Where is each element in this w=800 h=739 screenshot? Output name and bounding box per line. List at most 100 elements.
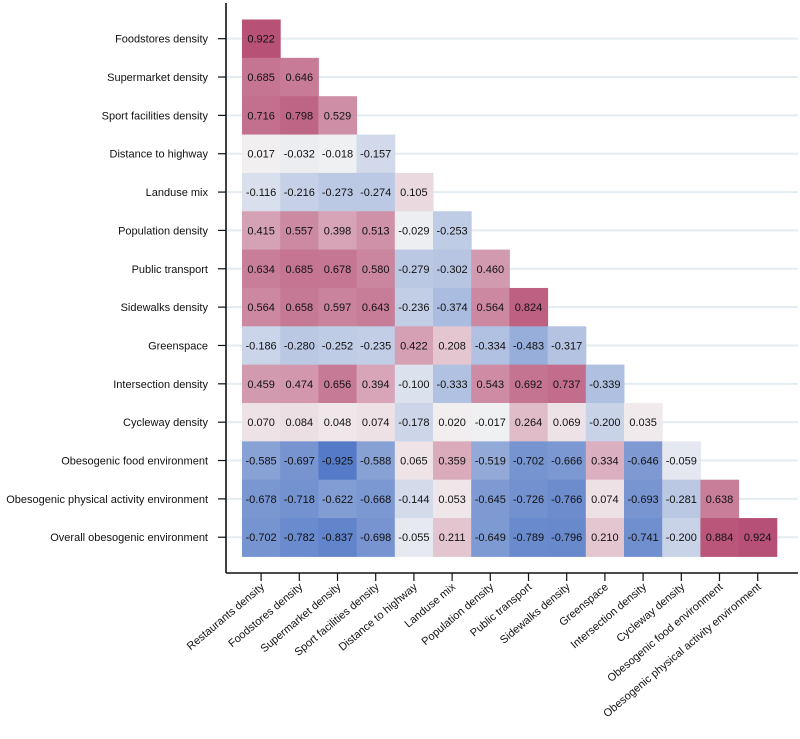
cell-value-label: 0.922 [247,34,275,46]
heatmap-cell [624,403,663,442]
heatmap-cell [318,479,358,519]
row-label: Intersection density [113,379,208,391]
row-label: Population density [118,225,208,237]
cell-value-label: 0.529 [324,110,352,122]
cell-value-label: -0.018 [322,149,353,161]
cell-value-label: -0.702 [245,532,276,544]
cell-value-label: 0.398 [324,225,352,237]
cell-value-label: -0.645 [475,494,506,506]
heatmap-cell [547,441,587,481]
row-label: Obesogenic food environment [61,456,208,468]
cell-value-label: 0.069 [553,417,581,429]
cell-value-label: -0.339 [589,379,620,391]
heatmap-cell [585,441,625,481]
cell-value-label: 0.656 [324,379,352,391]
cell-value-label: 0.053 [438,494,466,506]
cell-value-label: 0.557 [286,225,314,237]
cell-value-label: 0.459 [247,379,275,391]
heatmap-cell [433,518,472,557]
cell-value-label: -0.925 [322,456,353,468]
cell-value-label: -0.678 [245,494,276,506]
heatmap-cell [624,441,663,481]
cell-value-label: -0.622 [322,494,353,506]
cell-value-label: 0.564 [247,302,275,314]
cell-value-label: 0.415 [247,225,275,237]
heatmap-cell [738,518,778,557]
heatmap-cell [394,479,434,519]
cell-value-label: -0.059 [666,456,697,468]
cell-value-label: 0.070 [247,417,275,429]
cell-value-label: 0.798 [286,110,314,122]
cell-value-label: 0.646 [286,72,314,84]
heatmap-cell [242,326,281,366]
heatmap-cell [242,172,281,212]
cell-value-label: -0.273 [322,187,353,199]
heatmap-cell [585,479,625,519]
heatmap-cell [700,479,740,519]
heatmap-cell [318,96,358,136]
cell-value-label: -0.281 [666,494,697,506]
cell-value-label: -0.585 [245,456,276,468]
heatmap-cell [509,441,549,481]
cell-value-label: 0.638 [706,494,734,506]
cell-value-label: 0.924 [744,532,772,544]
heatmap-cell [242,364,281,404]
cell-value-label: 0.264 [515,417,543,429]
heatmap-cell [471,403,510,442]
heatmap-cell [433,364,472,404]
cell-value-label: 0.580 [362,264,390,276]
row-label: Sport facilities density [102,110,209,122]
row-label: Obesogenic physical activity environment [6,494,208,506]
heatmap-cell [242,441,281,481]
cell-value-label: -0.646 [627,456,658,468]
axes [225,3,798,574]
heatmap-cell [242,287,281,327]
heatmap-cell [547,479,587,519]
heatmap-cell [433,441,472,481]
cell-value-label: -0.766 [551,494,582,506]
cell-value-label: -0.302 [436,264,467,276]
cell-value-label: -0.698 [360,532,391,544]
heatmap-cell [509,326,549,366]
heatmap-cell [242,479,281,519]
cell-value-label: 0.211 [439,532,466,544]
heatmap-cell [280,518,319,557]
cell-value-label: -0.782 [284,532,315,544]
heatmap-cell [394,441,434,481]
heatmap-cell [280,172,319,212]
heatmap-cell [433,287,472,327]
row-label: Landuse mix [146,187,209,199]
cell-value-label: 0.678 [324,264,352,276]
cell-value-label: 0.685 [286,264,314,276]
column-label: Population density [420,581,497,648]
heatmap-cell [318,287,358,327]
heatmap-cell [356,479,396,519]
cell-value-label: -0.317 [551,340,582,352]
cell-value-label: 0.692 [515,379,543,391]
heatmap-cell [318,211,358,251]
cell-value-label: -0.279 [398,264,429,276]
heatmap-cell [471,518,510,557]
cell-value-label: 0.564 [477,302,505,314]
cell-value-label: -0.741 [627,532,658,544]
heatmap-cell [433,211,472,251]
cell-value-label: -0.186 [245,340,276,352]
cell-value-label: 0.020 [438,417,466,429]
heatmap-cell [662,479,701,519]
cell-value-label: -0.274 [360,187,391,199]
cell-value-label: -0.796 [551,532,582,544]
heatmap-cell [280,326,319,366]
cell-value-label: -0.252 [322,340,353,352]
heatmap-cell [356,403,396,442]
heatmap-cell [471,364,510,404]
heatmap-cell [318,134,358,174]
cell-value-label: 0.035 [629,417,657,429]
cell-value-label: -0.668 [360,494,391,506]
heatmap-cell [624,518,663,557]
cell-value-label: -0.116 [246,187,276,199]
row-label: Distance to highway [110,149,209,161]
cell-value-label: 0.824 [515,302,543,314]
heatmap-cell [471,479,510,519]
heatmap-cell [242,249,281,289]
